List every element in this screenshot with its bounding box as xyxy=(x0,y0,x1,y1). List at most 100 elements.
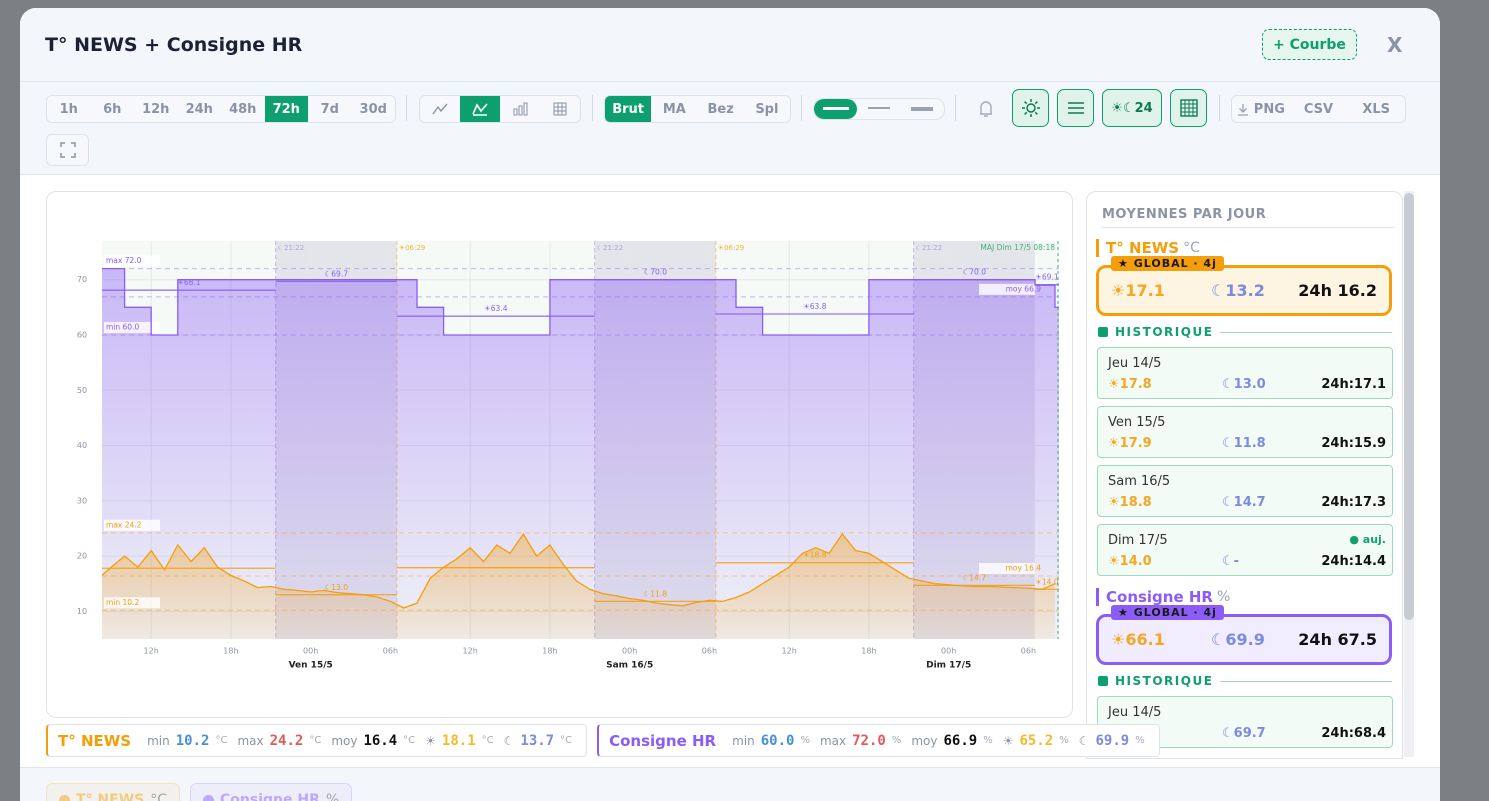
day-label: Dim 17/5 xyxy=(926,661,971,671)
reference-label: moy 16.4 xyxy=(1006,563,1042,572)
group-name: Consigne HR xyxy=(1106,588,1213,606)
menu-toggle[interactable] xyxy=(1057,89,1094,127)
x-tick-label: 00h xyxy=(622,647,637,656)
export-group: PNG CSV XLS xyxy=(1231,95,1406,123)
day-moon: ☾11.8 xyxy=(1222,436,1266,451)
stats-box: T° NEWS min 10.2 °C max 24.2 °C moy 16.4 °C ☀ 18.1 °… xyxy=(46,724,588,757)
range-button[interactable]: 30d xyxy=(359,101,387,117)
thickness-group xyxy=(813,98,945,120)
average-label: ☾11.8 xyxy=(644,589,668,598)
export-button[interactable]: PNG xyxy=(1232,96,1290,122)
stat-label: max xyxy=(819,733,847,748)
export-label: CSV xyxy=(1303,101,1334,117)
smoothing-button[interactable]: Spl xyxy=(755,101,779,117)
add-curve-button[interactable]: + Courbe xyxy=(1262,29,1357,60)
series-chip[interactable]: T° NEWS °C xyxy=(46,783,181,801)
smoothing-group: Brut MA Bez Spl xyxy=(604,95,791,123)
day-name: Jeu 14/5 xyxy=(1108,705,1162,720)
smoothing-button[interactable]: MA xyxy=(662,101,686,117)
group-name: T° NEWS xyxy=(1106,239,1180,257)
day-name: Jeu 14/5 xyxy=(1108,356,1162,371)
export-button[interactable]: CSV xyxy=(1290,96,1348,122)
day-label: Ven 15/5 xyxy=(289,661,333,671)
x-tick-label: 00h xyxy=(303,647,318,656)
smoothing-button[interactable]: Brut xyxy=(605,96,652,122)
range-button[interactable]: 1h xyxy=(59,101,78,117)
y-tick-label: 50 xyxy=(77,386,87,395)
series-area xyxy=(102,534,1056,639)
average-label: ☀68.1 xyxy=(177,278,201,287)
stat-value: 72.0 xyxy=(852,732,886,749)
stat-label: min xyxy=(732,733,755,748)
global-moon: ☾13.2 xyxy=(1211,281,1265,300)
reference-label-bg xyxy=(104,597,160,609)
scrollbar[interactable] xyxy=(1404,191,1414,757)
bell-icon[interactable] xyxy=(977,99,995,119)
x-tick-label: 06h xyxy=(702,647,717,656)
day-label: Sam 16/5 xyxy=(606,661,653,671)
reference-label: max 24.2 xyxy=(106,520,142,529)
range-button[interactable]: 72h xyxy=(264,96,308,122)
global-moon: ☾69.9 xyxy=(1211,630,1265,649)
fullscreen-button[interactable] xyxy=(46,134,89,166)
stat-label: ☀ xyxy=(1002,733,1014,748)
title-rule xyxy=(1102,227,1394,228)
reference-label-bg xyxy=(979,283,1035,295)
day-sun: ☀17.8 xyxy=(1108,377,1152,392)
close-button[interactable]: X xyxy=(1387,33,1403,57)
series-line xyxy=(102,267,1059,336)
day-card: Jeu 14/5 ☀17.8 ☾13.0 24h:17.1 xyxy=(1097,347,1393,399)
export-button[interactable]: XLS xyxy=(1347,96,1405,122)
y-tick-label: 10 xyxy=(77,607,87,616)
table-type[interactable] xyxy=(540,96,580,122)
day-24h: 24h:17.1 xyxy=(1321,377,1386,392)
bar-type[interactable] xyxy=(500,96,540,122)
grid-toggle[interactable] xyxy=(1170,89,1207,127)
global-badge: ★ GLOBAL · 4j xyxy=(1111,605,1224,620)
chart-card: 10 20 30 40 50 60 70 12h 18h 00h 06h 12h 18h 00h 06h 12… xyxy=(46,191,1073,718)
average-label: ☀69.1 xyxy=(1035,273,1059,282)
global-badge: ★ GLOBAL · 4j xyxy=(1111,256,1224,271)
stat-unit: % xyxy=(1059,735,1069,746)
day-24h: 24h:14.4 xyxy=(1321,554,1386,569)
global-sun: ☀17.1 xyxy=(1111,281,1165,300)
medium-line[interactable] xyxy=(857,99,900,119)
night-start-label: ☾21:22 xyxy=(278,244,304,252)
range-button[interactable]: 24h xyxy=(185,101,213,117)
range-button[interactable]: 12h xyxy=(142,101,170,117)
day-name: Sam 16/5 xyxy=(1108,474,1171,489)
stat-unit: °C xyxy=(481,735,494,746)
stat-label: ☾ xyxy=(1078,733,1090,748)
series-chip[interactable]: Consigne HR% xyxy=(190,783,353,801)
series-line xyxy=(101,532,1056,609)
range-button[interactable]: 6h xyxy=(103,101,122,117)
thin-line[interactable] xyxy=(901,99,944,119)
sun-toggle[interactable] xyxy=(1012,89,1049,127)
day-sun: ☀18.8 xyxy=(1108,495,1152,510)
modal: T° NEWS + Consigne HR + Courbe X 1h 6h 12h… xyxy=(20,8,1440,801)
chart: 10 20 30 40 50 60 70 12h 18h 00h 06h 12h 18h 00h 06h 12… xyxy=(77,241,1059,671)
thick-line[interactable] xyxy=(814,99,858,119)
header: T° NEWS + Consigne HR + Courbe X xyxy=(20,8,1440,82)
average-label: ☾14.7 xyxy=(963,573,987,582)
stat-unit: °C xyxy=(560,735,573,746)
range-group: 1h 6h 12h 24h 48h 72h 7d 30d xyxy=(46,95,396,123)
stat-value: 13.7 xyxy=(520,732,555,749)
smoothing-button[interactable]: Bez xyxy=(707,101,734,117)
scrollbar-thumb[interactable] xyxy=(1404,193,1414,620)
day-24h: 24h:15.9 xyxy=(1321,436,1386,451)
range-button[interactable]: 48h xyxy=(229,101,257,117)
x-tick-label: 12h xyxy=(782,647,797,656)
stat-unit: % xyxy=(891,735,902,746)
daynight-toggle[interactable]: ☀☾24 xyxy=(1102,89,1162,127)
line-type[interactable] xyxy=(420,96,460,122)
day-card: Dim 17/5 ● auj. ☀14.0 ☾- 24h:14.4 xyxy=(1097,524,1393,576)
night-start-label: ☾21:22 xyxy=(916,244,942,252)
reference-label-bg xyxy=(979,562,1035,574)
footer-chips: T° NEWS °C Consigne HR% xyxy=(46,783,353,801)
range-button[interactable]: 7d xyxy=(320,101,339,117)
area-type[interactable] xyxy=(460,96,500,122)
night-end-label: ☀06:29 xyxy=(718,244,744,252)
stat-unit: °C xyxy=(309,735,322,746)
